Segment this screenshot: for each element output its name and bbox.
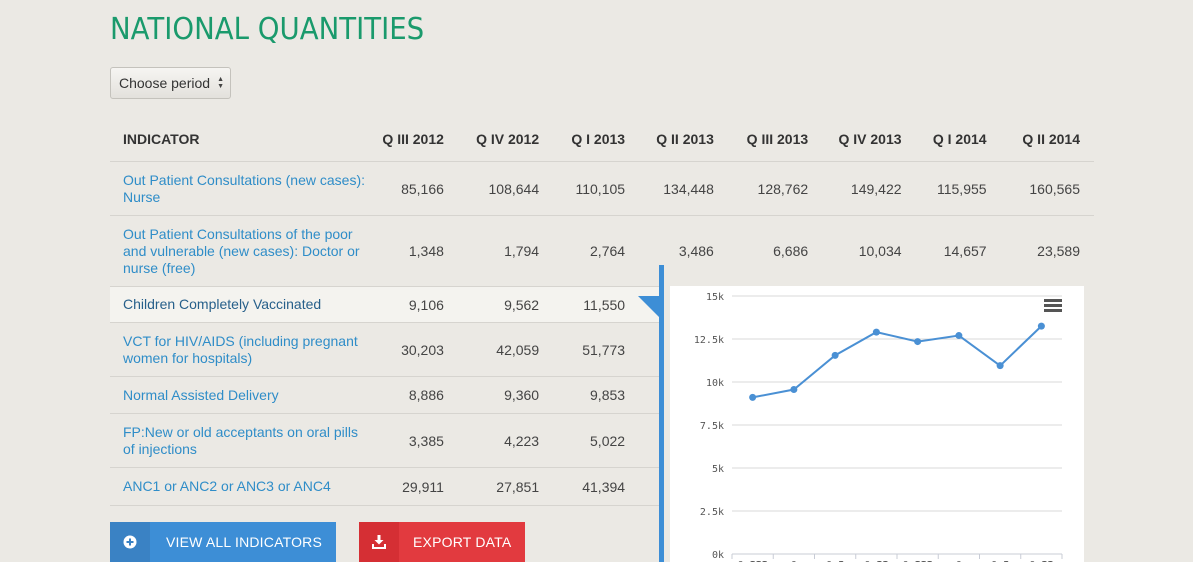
y-tick-label: 2.5k	[700, 507, 724, 518]
table-cell: 2,764	[553, 215, 640, 287]
x-tick-label: Q II	[864, 560, 888, 562]
table-cell: 11,550	[553, 286, 640, 323]
table-header-row: INDICATOR Q III 2012 Q IV 2012 Q I 2013 …	[110, 117, 1094, 162]
table-cell: 134,448	[639, 161, 728, 216]
page-title: NATIONAL QUANTITIES	[110, 12, 425, 47]
data-point	[749, 393, 757, 401]
data-point	[955, 332, 963, 340]
y-tick-label: 15k	[706, 292, 724, 303]
table-cell: 29,911	[367, 467, 458, 506]
indicator-link[interactable]: Out Patient Consultations (new cases): N…	[110, 161, 368, 216]
table-cell: 3,385	[367, 413, 458, 468]
table-cell: 4,223	[457, 413, 554, 468]
table-cell: 108,644	[457, 161, 554, 216]
table-cell: 8,886	[367, 376, 458, 414]
table-cell: 42,059	[457, 322, 554, 377]
indicator-link[interactable]: Children Completely Vaccinated	[110, 286, 368, 323]
x-tick-label: Q	[956, 560, 962, 562]
y-tick-label: 5k	[712, 464, 724, 475]
table-cell: 160,565	[1000, 161, 1094, 216]
column-header: Q III 2012	[367, 117, 458, 162]
y-tick-label: 7.5k	[700, 421, 724, 432]
x-tick-label: Q III	[738, 560, 768, 562]
download-icon	[359, 522, 399, 562]
column-header: Q IV 2012	[457, 117, 554, 162]
view-all-indicators-button[interactable]: VIEW ALL INDICATORS	[110, 522, 336, 562]
select-arrows-icon: ▲ ▼	[217, 76, 224, 90]
y-tick-label: 12.5k	[694, 335, 724, 346]
table-cell: 1,794	[457, 215, 554, 287]
indicator-link[interactable]: FP:New or old acceptants on oral pills o…	[110, 413, 368, 468]
table-cell: 41,394	[553, 467, 640, 506]
data-point	[831, 351, 839, 359]
table-cell: 128,762	[727, 161, 823, 216]
column-header: Q II 2014	[1000, 117, 1094, 162]
table-row[interactable]: Out Patient Consultations (new cases): N…	[110, 161, 1094, 216]
table-cell: 149,422	[822, 161, 916, 216]
table-cell: 115,955	[915, 161, 1001, 216]
indicator-link[interactable]: ANC1 or ANC2 or ANC3 or ANC4	[110, 467, 368, 506]
period-select-value: Choose period	[119, 75, 211, 91]
table-cell: 27,851	[457, 467, 554, 506]
period-select[interactable]: Choose period ▲ ▼	[110, 67, 231, 99]
table-cell: 9,853	[553, 376, 640, 414]
chart-card: 0k 2.5k 5k 7.5k 10k 12.5k 15k Q III Q Q I Q II Q II…	[670, 286, 1084, 562]
table-cell: 51,773	[553, 322, 640, 377]
data-point	[1037, 322, 1045, 330]
x-tick-label: Q III	[903, 560, 933, 562]
table-cell: 9,106	[367, 286, 458, 323]
plus-circle-icon	[110, 522, 150, 562]
table-cell: 30,203	[367, 322, 458, 377]
indicator-link[interactable]: Normal Assisted Delivery	[110, 376, 368, 414]
data-point	[914, 338, 922, 346]
indicator-link[interactable]: Out Patient Consultations of the poor an…	[110, 215, 368, 287]
x-tick-label: Q	[791, 560, 797, 562]
chart-popover-pointer	[638, 296, 660, 318]
y-tick-label: 10k	[706, 378, 724, 389]
column-header: Q I 2013	[553, 117, 640, 162]
column-header: Q III 2013	[727, 117, 823, 162]
table-cell: 9,360	[457, 376, 554, 414]
indicator-link[interactable]: VCT for HIV/AIDS (including pregnant wom…	[110, 322, 368, 377]
line-chart: 0k 2.5k 5k 7.5k 10k 12.5k 15k Q III Q Q I Q II Q II…	[694, 292, 1063, 562]
hamburger-menu-icon[interactable]	[1044, 299, 1062, 313]
series-line	[752, 325, 1043, 399]
column-header: Q IV 2013	[822, 117, 916, 162]
column-header: Q II 2013	[639, 117, 728, 162]
data-point	[790, 386, 798, 394]
data-point	[872, 328, 880, 336]
y-tick-label: 0k	[712, 550, 724, 561]
x-tick-label: Q II	[1029, 560, 1053, 562]
column-header: Q I 2014	[915, 117, 1001, 162]
export-data-label: EXPORT DATA	[413, 534, 512, 550]
table-cell: 110,105	[553, 161, 640, 216]
table-cell: 85,166	[367, 161, 458, 216]
table-cell: 9,562	[457, 286, 554, 323]
export-data-button[interactable]: EXPORT DATA	[359, 522, 525, 562]
view-all-indicators-label: VIEW ALL INDICATORS	[166, 534, 323, 550]
data-point	[996, 362, 1004, 370]
x-tick-label: Q I	[991, 560, 1009, 562]
table-cell: 5,022	[553, 413, 640, 468]
column-header: INDICATOR	[110, 117, 368, 162]
table-cell: 1,348	[367, 215, 458, 287]
x-tick-label: Q I	[826, 560, 844, 562]
